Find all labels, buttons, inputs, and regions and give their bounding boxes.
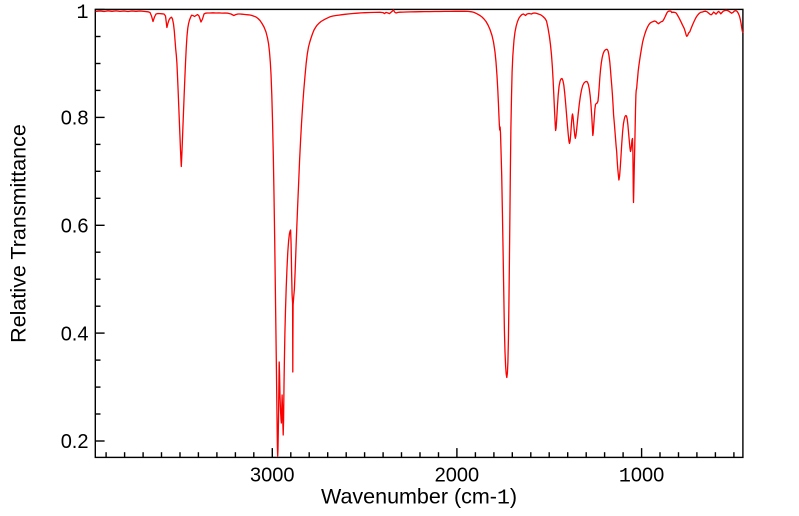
svg-text:1: 1 [76, 2, 88, 25]
svg-text:2000: 2000 [435, 464, 480, 486]
svg-text:0.2: 0.2 [61, 431, 89, 453]
svg-text:Wavenumber (cm-1): Wavenumber (cm-1) [321, 485, 517, 511]
svg-text:0.4: 0.4 [61, 323, 89, 345]
svg-text:0.8: 0.8 [61, 108, 89, 130]
svg-text:Relative Transmittance: Relative Transmittance [6, 124, 30, 343]
svg-text:0.6: 0.6 [61, 216, 89, 238]
svg-text:1000: 1000 [619, 464, 664, 488]
svg-text:3000: 3000 [250, 464, 295, 486]
